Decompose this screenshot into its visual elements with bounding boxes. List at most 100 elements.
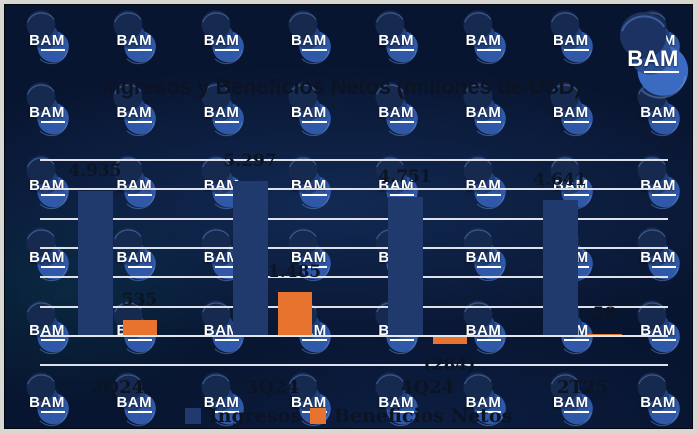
bam-logo-tile: BAM — [19, 81, 75, 137]
bam-logo-tile: BAM — [456, 226, 512, 282]
bam-blob-icon — [375, 10, 419, 65]
data-label-ingresos-2Q24: 4.935 — [68, 161, 122, 182]
bam-logo-text: BAM — [378, 32, 415, 51]
legend-item-ingresos: Ingresos — [184, 405, 301, 427]
bam-blob-icon — [26, 155, 69, 209]
bam-logo-tile: BAM — [281, 371, 337, 427]
bar-ingresos-2Q24 — [77, 191, 113, 336]
bam-logo-text: BAM — [465, 394, 502, 413]
bam-blob-icon — [637, 82, 680, 137]
bam-logo-text: BAM — [291, 249, 327, 269]
bam-blob-icon — [637, 372, 680, 427]
bar-beneficios-4Q24 — [432, 336, 467, 345]
bam-blob-icon — [462, 227, 506, 282]
bam-blob-icon — [201, 372, 244, 427]
bam-blob-icon — [113, 372, 157, 427]
bam-logo-text: BAM — [116, 394, 153, 413]
bam-logo-text: BAM — [552, 394, 589, 413]
bam-logo-text: BAM — [29, 249, 65, 269]
bam-blob-icon — [26, 10, 69, 65]
bar-ingresos-3Q24 — [232, 180, 268, 336]
bam-logo-text: BAM — [29, 104, 65, 124]
bam-blob-icon — [550, 372, 593, 427]
bam-blob-icon — [288, 10, 331, 65]
data-label-ingresos-4Q24: 4.751 — [378, 166, 432, 187]
bam-blob-icon — [637, 227, 680, 282]
bam-logo-tile: BAM — [194, 81, 250, 137]
bam-logo-tile: BAM — [194, 371, 250, 427]
bam-logo-text: BAM — [29, 394, 65, 413]
chart-title: Ingresos y Beneficios Netos (millones de… — [101, 73, 582, 99]
bam-blob-icon — [113, 82, 157, 137]
bam-logo-text: BAM — [552, 104, 589, 124]
bam-logo-tile: BAM — [543, 81, 599, 137]
bam-logo-text: BAM — [116, 32, 153, 51]
category-label-4Q24: 4Q24 — [400, 377, 455, 398]
bam-blob-icon — [26, 82, 69, 137]
bam-logo-tile: BAM — [630, 81, 686, 137]
bam-logo-text: BAM — [552, 32, 589, 51]
bam-logo-text: BAM — [640, 249, 676, 269]
bar-beneficios-3Q24 — [277, 292, 312, 336]
bam-logo-tile: BAM — [106, 81, 162, 137]
bam-logo-tile: BAM — [543, 371, 599, 427]
chart-canvas: BAM BAM BAM BAM BAM BAM BAM BAM BAM BAM BAM BAM BAM B… — [4, 4, 693, 429]
x-axis-line — [40, 335, 668, 337]
data-label-beneficios-2T25: 58 — [592, 304, 617, 324]
data-label-ingresos-3Q24: 5.297 — [223, 150, 277, 171]
bam-logo-text: BAM — [640, 104, 676, 124]
data-label-ingresos-2T25: 4.641 — [533, 169, 587, 190]
bam-logo-tile: BAM — [456, 154, 512, 210]
bam-logo-tile: BAM — [19, 9, 75, 65]
bam-logo-text: BAM — [465, 321, 502, 341]
bam-blob-icon — [288, 82, 331, 137]
bam-blob-icon — [375, 372, 419, 427]
bam-logo-tile: BAM — [19, 371, 75, 427]
bam-logo-text: BAM — [116, 104, 153, 124]
bam-blob-icon — [637, 155, 680, 209]
bam-logo-text: BAM — [627, 46, 679, 73]
bam-logo-text: BAM — [291, 104, 327, 124]
bam-logo-tile: BAM — [19, 299, 75, 355]
bam-logo-tile: BAM — [106, 371, 162, 427]
data-label-beneficios-4Q24: (284) — [423, 355, 476, 376]
legend-swatch-beneficios-icon — [309, 408, 326, 424]
legend-label-beneficios: Beneficios Netos — [333, 405, 513, 427]
bam-logo-text: BAM — [640, 321, 676, 341]
category-label-2T25: 2T25 — [557, 377, 608, 398]
bam-blob-icon — [113, 227, 157, 282]
bam-blob-icon — [462, 82, 506, 137]
legend-item-beneficios: Beneficios Netos — [309, 405, 513, 427]
bar-beneficios-2Q24 — [122, 320, 157, 336]
bam-blob-icon — [26, 227, 69, 282]
bam-blob-icon — [288, 227, 331, 282]
bam-logo-text: BAM — [465, 249, 502, 269]
bam-logo-text: BAM — [29, 32, 65, 51]
bam-logo-tile: BAM — [456, 81, 512, 137]
bam-blob-icon — [462, 155, 506, 209]
bam-blob-icon — [550, 82, 593, 137]
bam-logo-text: BAM — [378, 104, 415, 124]
category-label-3Q24: 3Q24 — [245, 377, 300, 398]
gridline — [40, 364, 668, 366]
chart-legend: Ingresos Beneficios Netos — [5, 405, 692, 427]
bam-logo-text: BAM — [465, 32, 502, 51]
bam-blob-icon — [462, 372, 506, 427]
bam-logo-tile: BAM — [19, 226, 75, 282]
bam-blob-icon — [113, 10, 157, 65]
bam-logo-tile: BAM — [106, 226, 162, 282]
bam-logo-tile: BAM — [281, 226, 337, 282]
bam-blob-icon — [375, 82, 419, 137]
data-label-beneficios-2Q24: 535 — [121, 290, 158, 311]
legend-swatch-ingresos-icon — [184, 408, 201, 424]
bam-logo-tile: BAM — [368, 371, 424, 427]
bam-logo-text: BAM — [116, 249, 153, 269]
bam-blob-icon — [201, 10, 244, 65]
data-label-beneficios-3Q24: 1.485 — [267, 262, 322, 283]
bam-logo-text: BAM — [291, 32, 327, 51]
bam-logo-tile: BAM — [281, 81, 337, 137]
bam-logo-text: BAM — [291, 394, 327, 413]
bam-blob-icon — [113, 155, 157, 209]
legend-label-ingresos: Ingresos — [208, 405, 301, 427]
